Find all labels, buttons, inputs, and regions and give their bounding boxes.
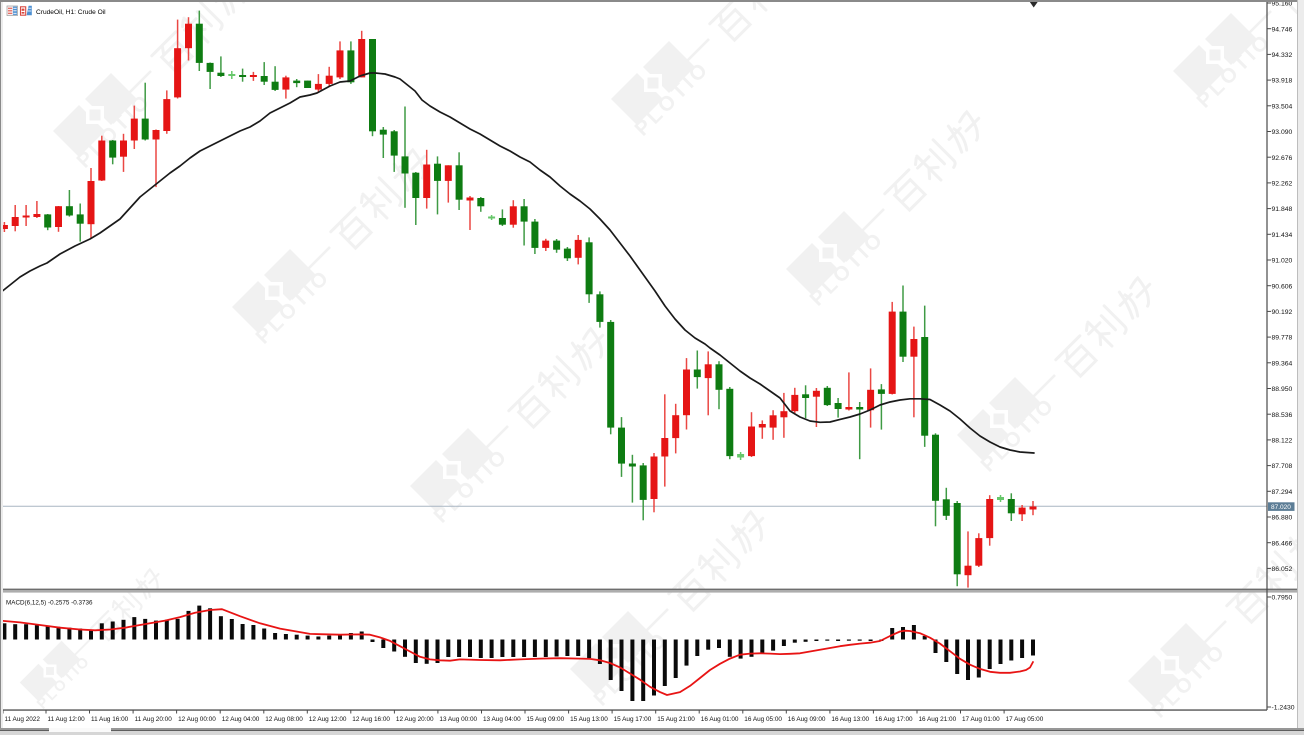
svg-text:15 Aug 21:00: 15 Aug 21:00 <box>657 716 695 723</box>
svg-text:86.880: 86.880 <box>1272 515 1293 522</box>
svg-text:92.262: 92.262 <box>1272 181 1293 188</box>
svg-text:93.090: 93.090 <box>1272 129 1293 136</box>
svg-text:-1.2430: -1.2430 <box>1272 705 1295 712</box>
svg-text:87.708: 87.708 <box>1272 463 1293 470</box>
svg-text:91.020: 91.020 <box>1272 258 1293 265</box>
svg-text:12 Aug 20:00: 12 Aug 20:00 <box>396 716 434 723</box>
svg-text:12 Aug 16:00: 12 Aug 16:00 <box>352 716 390 723</box>
svg-text:90.192: 90.192 <box>1272 309 1293 316</box>
svg-text:11 Aug 16:00: 11 Aug 16:00 <box>91 716 129 723</box>
svg-text:16 Aug 01:00: 16 Aug 01:00 <box>701 716 739 723</box>
svg-text:12 Aug 12:00: 12 Aug 12:00 <box>309 716 347 723</box>
svg-text:86.052: 86.052 <box>1272 566 1293 573</box>
svg-text:87.020: 87.020 <box>1271 504 1291 511</box>
svg-text:16 Aug 13:00: 16 Aug 13:00 <box>831 716 869 723</box>
svg-text:15 Aug 13:00: 15 Aug 13:00 <box>570 716 608 723</box>
svg-text:16 Aug 09:00: 16 Aug 09:00 <box>788 716 826 723</box>
svg-text:93.504: 93.504 <box>1272 103 1293 110</box>
svg-text:0.7950: 0.7950 <box>1272 595 1293 602</box>
svg-text:95.160: 95.160 <box>1272 1 1293 8</box>
svg-text:89.364: 89.364 <box>1272 360 1293 367</box>
svg-text:12 Aug 08:00: 12 Aug 08:00 <box>265 716 303 723</box>
svg-text:16 Aug 05:00: 16 Aug 05:00 <box>744 716 782 723</box>
svg-text:15 Aug 17:00: 15 Aug 17:00 <box>614 716 652 723</box>
svg-text:88.536: 88.536 <box>1272 412 1293 419</box>
svg-text:12 Aug 04:00: 12 Aug 04:00 <box>222 716 260 723</box>
svg-text:88.122: 88.122 <box>1272 438 1293 445</box>
svg-text:11 Aug 12:00: 11 Aug 12:00 <box>48 716 86 723</box>
svg-text:93.918: 93.918 <box>1272 78 1293 85</box>
svg-text:94.332: 94.332 <box>1272 52 1293 59</box>
svg-text:87.294: 87.294 <box>1272 489 1293 496</box>
svg-text:88.950: 88.950 <box>1272 386 1293 393</box>
svg-text:91.848: 91.848 <box>1272 206 1293 213</box>
svg-text:12 Aug 00:00: 12 Aug 00:00 <box>178 716 216 723</box>
svg-text:91.434: 91.434 <box>1272 232 1293 239</box>
svg-text:92.676: 92.676 <box>1272 155 1293 162</box>
svg-text:CrudeOil, H1: Crude Oil: CrudeOil, H1: Crude Oil <box>36 9 106 16</box>
svg-text:89.778: 89.778 <box>1272 335 1293 342</box>
svg-text:11 Aug 2022: 11 Aug 2022 <box>5 716 41 723</box>
svg-text:15 Aug 09:00: 15 Aug 09:00 <box>527 716 565 723</box>
svg-text:MACD(6,12,5) -0.2575 -0.3736: MACD(6,12,5) -0.2575 -0.3736 <box>6 600 93 607</box>
svg-text:13 Aug 04:00: 13 Aug 04:00 <box>483 716 521 723</box>
svg-text:86.466: 86.466 <box>1272 540 1293 547</box>
svg-text:13 Aug 00:00: 13 Aug 00:00 <box>439 716 477 723</box>
svg-text:11 Aug 20:00: 11 Aug 20:00 <box>135 716 173 723</box>
svg-text:17 Aug 01:00: 17 Aug 01:00 <box>962 716 1000 723</box>
svg-text:94.746: 94.746 <box>1272 26 1293 33</box>
svg-text:16 Aug 17:00: 16 Aug 17:00 <box>875 716 913 723</box>
svg-text:90.606: 90.606 <box>1272 283 1293 290</box>
svg-text:17 Aug 05:00: 17 Aug 05:00 <box>1006 716 1044 723</box>
svg-text:16 Aug 21:00: 16 Aug 21:00 <box>919 716 957 723</box>
